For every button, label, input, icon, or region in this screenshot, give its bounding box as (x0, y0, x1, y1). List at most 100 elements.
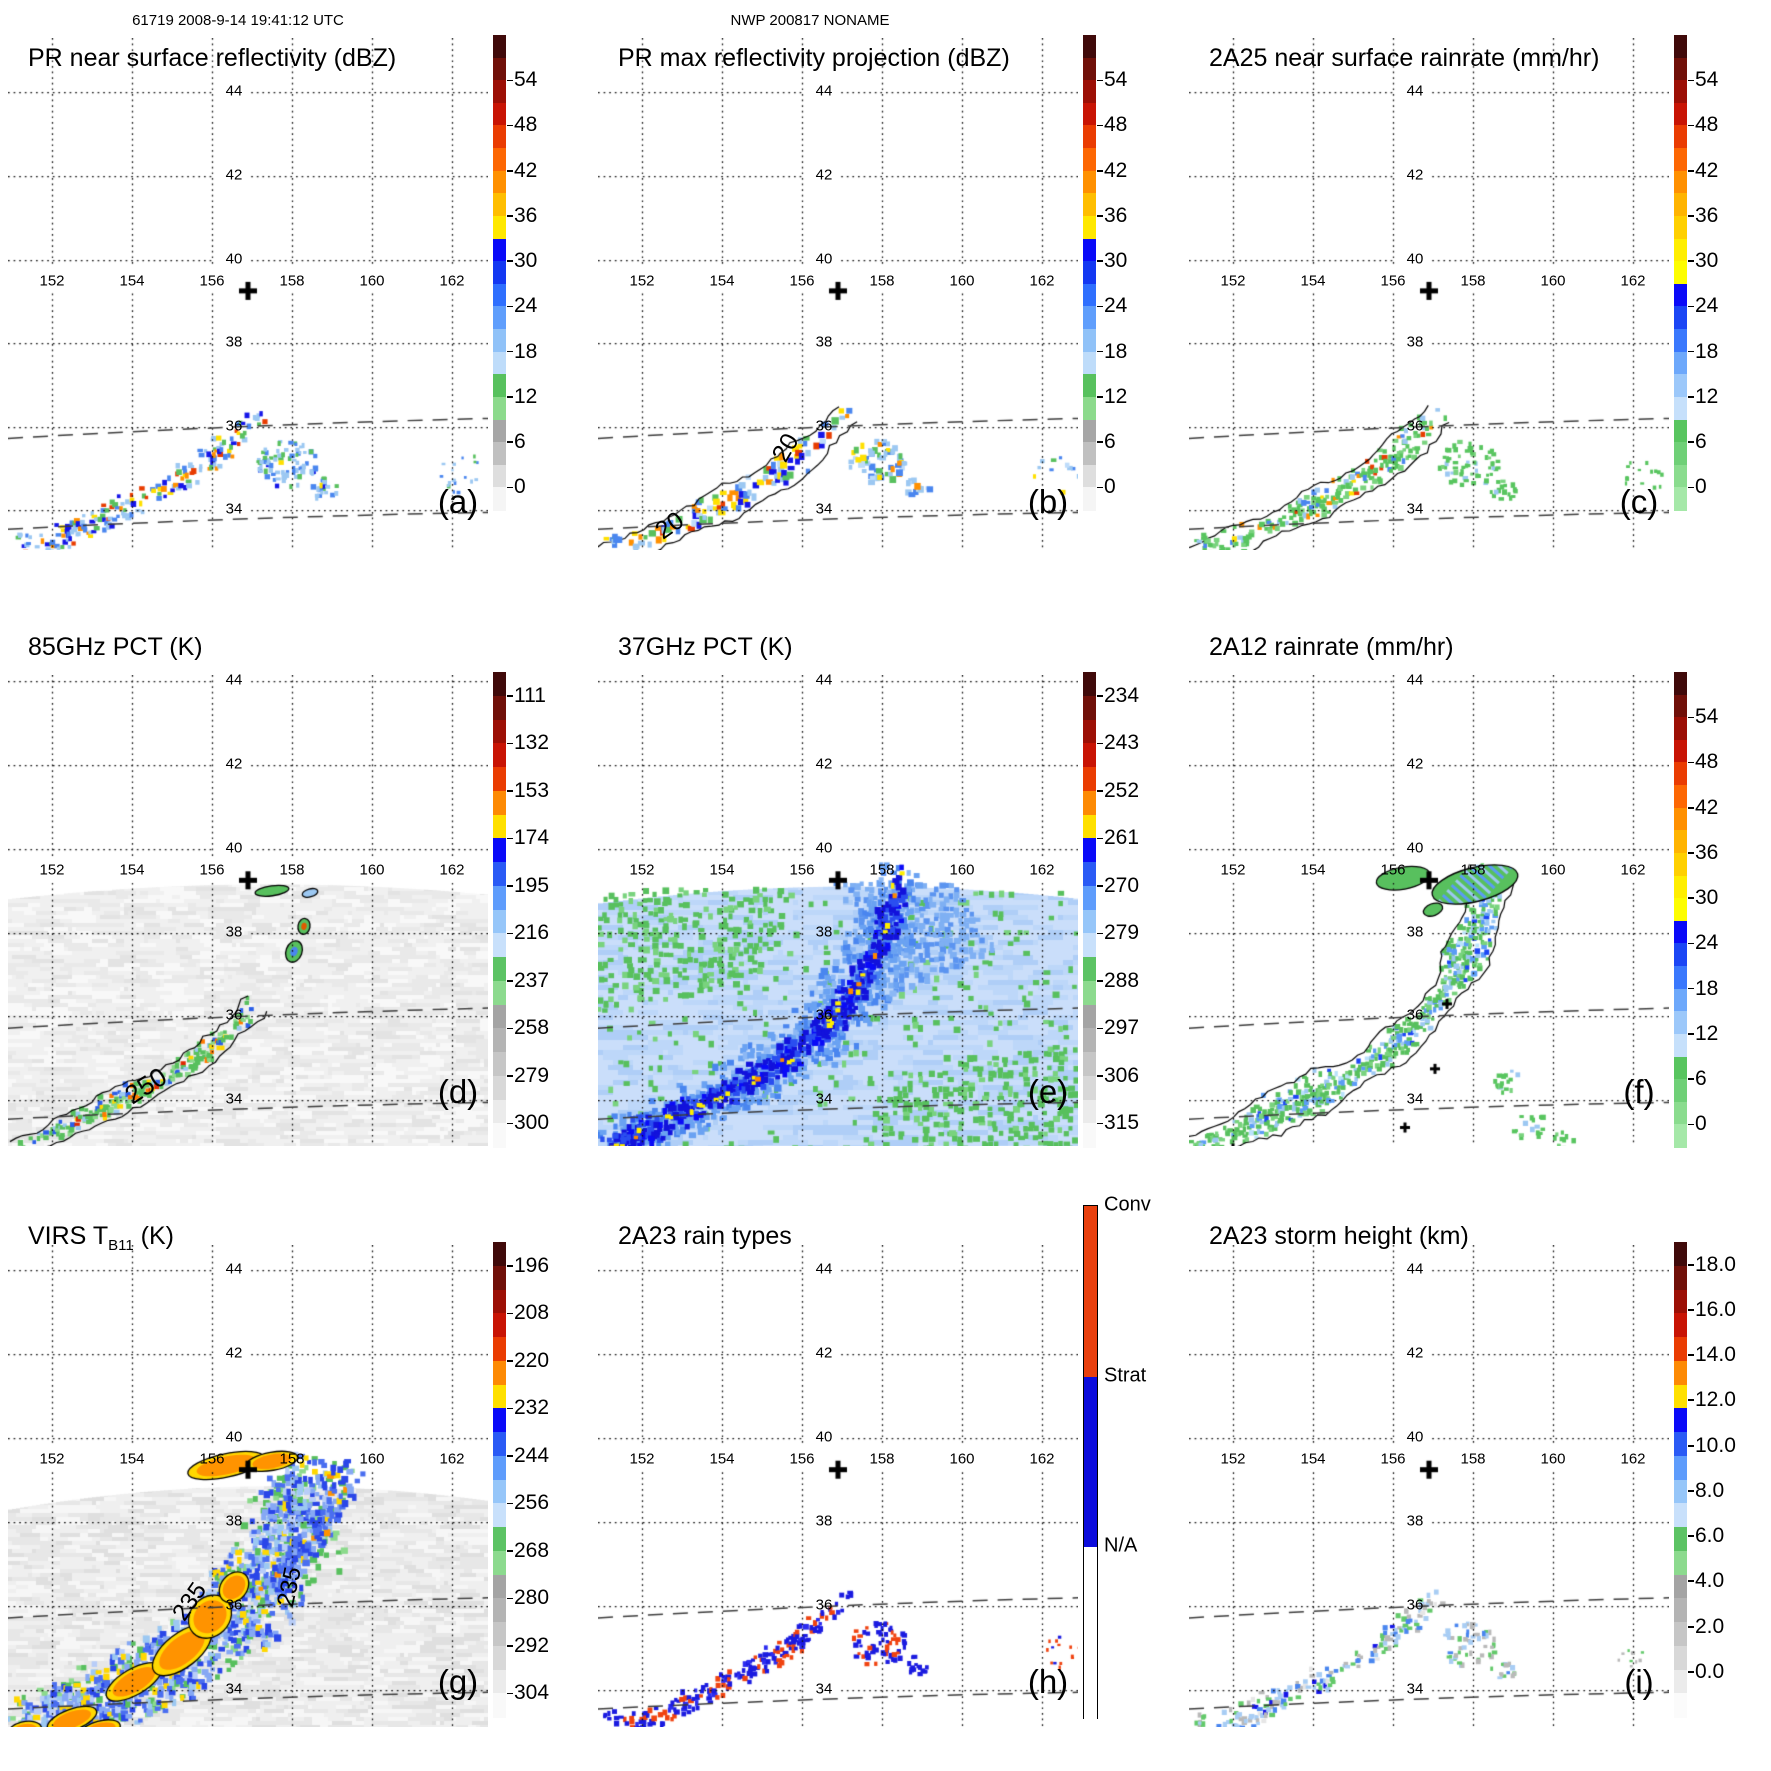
colorbar-segment (1674, 920, 1687, 945)
colorbar-segment (1083, 442, 1096, 466)
colorbar-tick (507, 260, 513, 262)
lat-label-44: 44 (225, 82, 243, 100)
colorbar-segment (1674, 898, 1687, 922)
lat-label-40: 40 (815, 250, 833, 268)
lon-label-162: 162 (1620, 272, 1646, 290)
colorbar-segment (1674, 80, 1687, 104)
colorbar-segment (1674, 762, 1687, 787)
lat-label-38: 38 (1406, 923, 1424, 941)
colorbar-segment (1083, 672, 1096, 697)
map-canvas-f (1189, 675, 1669, 1146)
colorbar-tick-label-258: 258 (514, 1016, 550, 1040)
colorbar-segment (1083, 1004, 1096, 1030)
colorbar-segment (1083, 419, 1096, 444)
colorbar-tick (507, 305, 513, 308)
colorbar-tick (507, 486, 513, 489)
colorbar-tick (1097, 1075, 1103, 1077)
lon-label-156: 156 (199, 272, 225, 290)
colorbar-tick-label-234: 234 (1104, 683, 1140, 707)
colorbar-segment (1083, 238, 1096, 263)
lon-label-154: 154 (119, 1450, 145, 1468)
map-canvas-i (1189, 1245, 1669, 1727)
colorbar-i (1674, 1242, 1687, 1718)
colorbar-segment (1674, 261, 1687, 285)
colorbar-segment (1083, 719, 1096, 745)
lon-label-152: 152 (629, 1450, 655, 1468)
colorbar-segment (493, 419, 506, 444)
colorbar-tick (507, 1075, 513, 1077)
colorbar-tick-label-174: 174 (514, 826, 550, 850)
colorbar-segment (493, 672, 506, 697)
colorbar-tick-label-10.0: 10.0 (1695, 1433, 1736, 1457)
colorbar-tick-label-0.0: 0.0 (1695, 1659, 1725, 1683)
colorbar-segment (493, 351, 506, 376)
colorbar-segment (1674, 1124, 1687, 1148)
colorbar-tick (1688, 942, 1694, 945)
panel-f: 2A12 rainrate (mm/hr) 44 42 40 38 36 34 152 154 1… (1181, 600, 1771, 1200)
colorbar-tick-label-0: 0 (1104, 475, 1116, 499)
colorbar-tick-label-30: 30 (1695, 886, 1719, 910)
colorbar-segment (1674, 785, 1687, 809)
colorbar-segment (493, 1075, 506, 1101)
colorbar-segment (493, 238, 506, 263)
panel-letter-a: (a) (437, 483, 479, 521)
lon-label-158: 158 (279, 861, 305, 879)
colorbar-tick (1688, 1309, 1694, 1311)
lon-label-154: 154 (119, 272, 145, 290)
colorbar-segment (493, 442, 506, 466)
colorbar-segment (1674, 1432, 1687, 1457)
colorbar-tick (507, 1122, 513, 1125)
colorbar-segment (493, 957, 506, 982)
lat-label-36: 36 (1406, 1006, 1424, 1024)
colorbar-segment (1083, 1099, 1096, 1125)
colorbar-segment (1083, 329, 1096, 353)
lat-label-36: 36 (225, 1006, 243, 1024)
lat-label-40: 40 (225, 250, 243, 268)
title-text: 85GHz PCT (K) (28, 633, 203, 662)
colorbar-h (1083, 1205, 1098, 1720)
colorbar-segment (1083, 57, 1096, 82)
colorbar-tick (1097, 396, 1103, 398)
lon-label-154: 154 (709, 1450, 735, 1468)
colorbar-segment (493, 1004, 506, 1030)
colorbar-tick (507, 396, 513, 398)
colorbar-tick-label-315: 315 (1104, 1111, 1140, 1135)
colorbar-segment (1674, 830, 1687, 854)
colorbar-segment (493, 464, 506, 489)
lon-label-156: 156 (1380, 861, 1406, 879)
colorbar-tick (507, 1692, 513, 1695)
colorbar-segment (493, 980, 506, 1006)
colorbar-segment (493, 1550, 506, 1576)
colorbar-segment (493, 1408, 506, 1433)
colorbar-tick-label-220: 220 (514, 1348, 550, 1372)
colorbar-tick-label-24: 24 (1695, 294, 1719, 318)
panel-title-f: 2A12 rainrate (mm/hr) (1209, 633, 1454, 662)
lon-label-162: 162 (439, 1450, 465, 1468)
lon-label-162: 162 (1620, 1450, 1646, 1468)
colorbar-segment (1674, 1479, 1687, 1505)
colorbar-tick-label-2.0: 2.0 (1695, 1614, 1725, 1638)
colorbar-segment (493, 1052, 506, 1077)
colorbar-segment (1674, 442, 1687, 466)
colorbar-segment (493, 1432, 506, 1457)
colorbar-tick-label-0: 0 (1695, 1112, 1707, 1136)
panel-a: PR near surface reflectivity (dBZ) 44 42 40… (0, 0, 590, 600)
lon-label-158: 158 (279, 272, 305, 290)
title-text: 2A23 rain types (618, 1222, 792, 1251)
colorbar-tick (1097, 837, 1103, 840)
lon-label-154: 154 (1300, 272, 1326, 290)
colorbar-segment (1674, 1033, 1687, 1058)
colorbar-tick (1688, 170, 1694, 172)
colorbar-segment (1084, 1376, 1097, 1549)
lat-label-36: 36 (225, 417, 243, 435)
colorbar-tick-label-208: 208 (514, 1301, 550, 1325)
colorbar-segment (1083, 170, 1096, 195)
lat-label-38: 38 (1406, 333, 1424, 351)
colorbar-segment (493, 1242, 506, 1267)
colorbar-tick (1097, 124, 1103, 127)
colorbar-segment (493, 170, 506, 195)
colorbar-tick (507, 980, 513, 982)
panel-title-h: 2A23 rain types (618, 1222, 792, 1251)
colorbar-segment (1674, 351, 1687, 376)
colorbar-tick (507, 1407, 513, 1410)
